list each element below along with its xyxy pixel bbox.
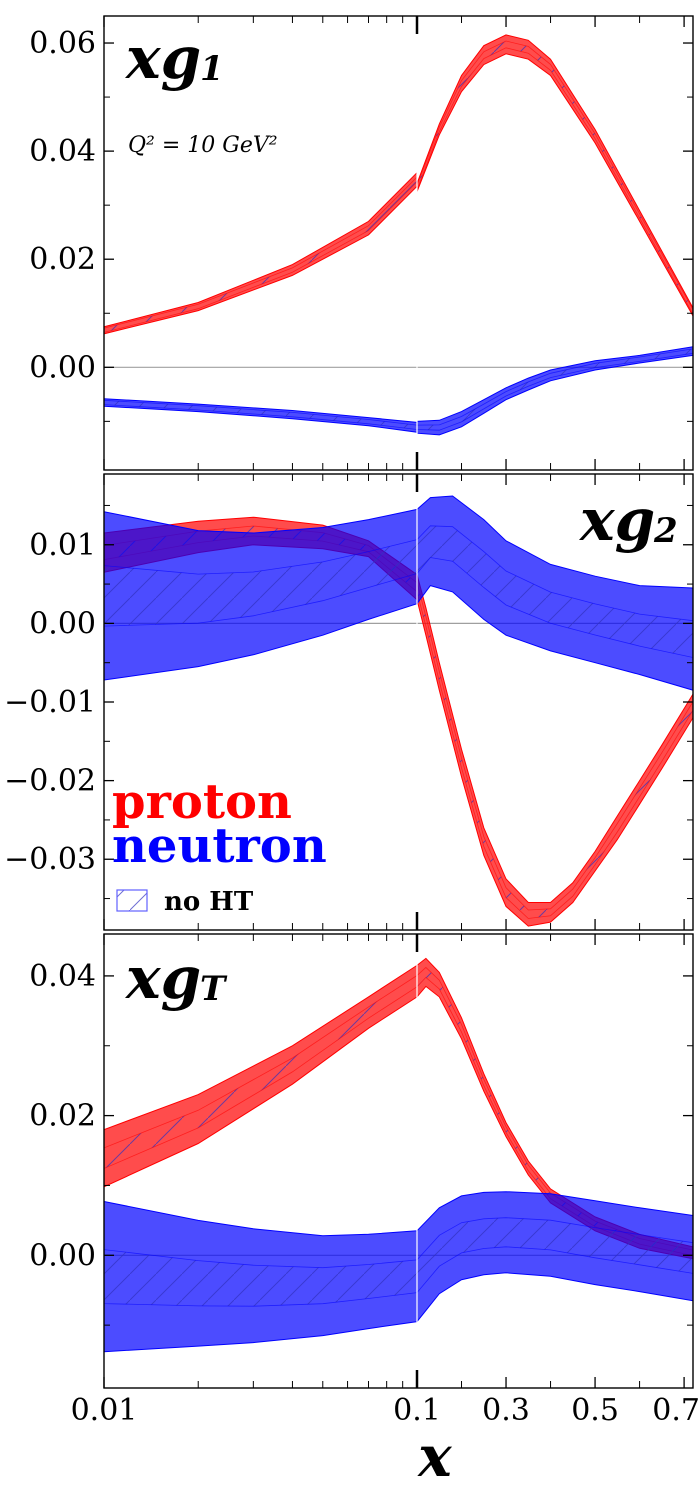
y-tick-label: 0.02 (29, 1099, 96, 1134)
proton-noht-band (104, 525, 693, 919)
panel-2: −0.03 −0.02 −0.01 0.00 0.01 xg2 (4, 473, 694, 931)
legend-neutron: neutron (112, 818, 327, 874)
y-tick-label: −0.03 (4, 842, 96, 877)
y-tick-label: 0.04 (29, 959, 96, 994)
legend-proton: proton (112, 774, 292, 830)
panel-frame (103, 15, 694, 471)
panel-label: xg (124, 944, 201, 1012)
q2-annotation: Q² = 10 GeV² (128, 133, 278, 158)
plot-area (104, 934, 693, 1388)
neutron-noht-band (104, 1217, 693, 1307)
panel-1: 0.00 0.02 0.04 0.06 xg1 (29, 15, 694, 471)
neutron-noht-band (104, 348, 693, 431)
y-tick-label: 0.02 (29, 242, 96, 277)
neutron-band (104, 495, 693, 691)
legend-noht-swatch (116, 889, 148, 912)
neutron-noht-band (104, 525, 693, 658)
y-tick-label: −0.02 (4, 764, 96, 799)
y-tick-label: 0.06 (29, 26, 96, 61)
panel-frame (103, 933, 694, 1389)
x-tick-label: 0.7 (652, 1393, 700, 1428)
plot-area (104, 16, 693, 470)
panel-3: 0.00 0.02 0.04 xgT (29, 933, 694, 1389)
y-tick-label: 0.04 (29, 134, 96, 169)
y-tick-label: 0.00 (29, 350, 96, 385)
panels: 0.000.020.040.06 xg1−0.03−0.02−0.010.000.… (4, 15, 694, 1389)
panel-label-subscript: 2 (653, 511, 678, 551)
x-tick-label: 0.3 (482, 1393, 530, 1428)
panel-label-subscript: 1 (200, 49, 224, 89)
legend-noht: no HT (164, 887, 254, 917)
y-tick-label: 0.00 (29, 606, 96, 641)
y-tick-label: 0.01 (29, 528, 96, 563)
panel-label: xg (578, 486, 655, 554)
x-tick-label: 0.01 (71, 1393, 138, 1428)
panel-label-subscript: T (200, 969, 228, 1009)
x-tick-label: 0.1 (393, 1393, 441, 1428)
y-tick-label: 0.00 (29, 1238, 96, 1273)
plot-area (104, 474, 693, 930)
panel-label: xg (124, 24, 201, 92)
neutron-band (104, 346, 693, 436)
x-tick-label: 0.5 (571, 1393, 619, 1428)
y-tick-label: −0.01 (4, 685, 96, 720)
x-axis-label: x (417, 1424, 452, 1490)
